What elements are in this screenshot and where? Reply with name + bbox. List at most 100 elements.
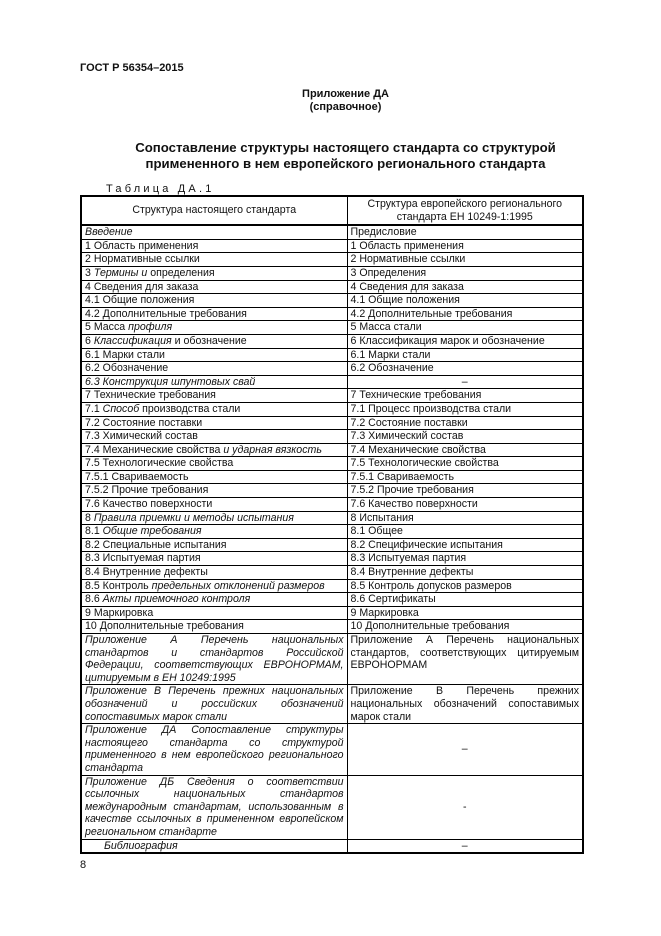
table-row: 4.1 Общие положения 4.1 Общие положения — [80, 293, 584, 308]
table-row: 7.4 Механические свойства и ударная вязк… — [80, 442, 584, 458]
italic-text: Термины и — [93, 266, 148, 279]
cell-text: 1 Область применения — [350, 239, 464, 252]
cell-text: 8 Испытания — [350, 511, 414, 524]
current-standard-cell: 6.2 Обозначение — [80, 361, 348, 376]
table-row: 4.2 Дополнительные требования 4.2 Дополни… — [80, 306, 584, 322]
current-standard-cell: 8.3 Испытуемая партия — [80, 551, 348, 567]
current-standard-cell: 5 Масса профиля — [80, 320, 348, 335]
cell-text: 8.3 Испытуемая партия — [85, 552, 201, 565]
italic-text: Классификация — [93, 334, 172, 347]
european-standard-cell: 1 Область применения — [346, 238, 584, 254]
table-row: 10 Дополнительные требования 10 Дополните… — [80, 619, 584, 634]
current-standard-cell: 7.4 Механические свойства и ударная вязк… — [80, 442, 348, 458]
page-number: 8 — [80, 859, 87, 871]
current-standard-cell: Приложение ДБ Сведения о соответствии сс… — [80, 774, 348, 840]
european-standard-cell: 5 Масса стали — [346, 320, 584, 335]
italic-text: профиля — [128, 321, 173, 334]
european-standard-cell: 9 Маркировка — [346, 605, 584, 621]
current-standard-cell: 1 Область применения — [80, 238, 348, 254]
cell-text: 4.1 Общие положения — [85, 294, 195, 307]
table-row: 4 Сведения для заказа 4 Сведения для зака… — [80, 279, 584, 295]
structure-comparison-table: Структура настоящего стандарта Структура… — [80, 195, 584, 855]
table-row: 5 Масса профиля 5 Масса стали — [80, 320, 584, 335]
table-row: 8.5 Контроль предельных отклонений разме… — [80, 578, 584, 594]
cell-text: 8.4 Внутренние дефекты — [85, 566, 208, 579]
european-standard-cell: 7.5.2 Прочие требования — [346, 483, 584, 499]
table-row: 7.5.1 Свариваемость 7.5.1 Свариваемость — [80, 469, 584, 485]
table-row: 7.2 Состояние поставки 7.2 Состояние пост… — [80, 415, 584, 431]
european-standard-cell: 8.5 Контроль допусков размеров — [346, 578, 584, 594]
current-standard-cell: 8.2 Специальные испытания — [80, 537, 348, 553]
cell-text: 6 Классификация марок и обозначение — [350, 334, 545, 347]
current-standard-cell: 8.5 Контроль предельных отклонений разме… — [80, 578, 348, 594]
cell-text: 2 Нормативные ссылки — [85, 253, 200, 266]
european-standard-cell: 8.2 Специфические испытания — [346, 537, 584, 553]
current-standard-cell: 10 Дополнительные требования — [80, 619, 348, 634]
current-standard-cell: 7.5.1 Свариваемость — [80, 469, 348, 485]
italic-text: Общие требования — [102, 525, 202, 538]
cell-text: 7.5.1 Свариваемость — [85, 470, 189, 483]
cell-text: 8.1 Общее — [350, 525, 403, 538]
cell-text: 7.6 Качество поверхности — [85, 498, 213, 511]
cell-text: 5 Масса стали — [350, 321, 422, 334]
table-row: 7.5.2 Прочие требования 7.5.2 Прочие треб… — [80, 483, 584, 499]
current-standard-cell: Приложение ДА Сопоставление структуры на… — [80, 723, 348, 776]
cell-text: 7.4 Механические свойства — [350, 443, 486, 456]
cell-text: 4.1 Общие положения — [350, 294, 460, 307]
cell-text: 6.1 Марки стали — [85, 348, 165, 361]
cell-text: 6 — [85, 334, 94, 347]
cell-text: Приложение В Перечень прежних национальн… — [350, 685, 580, 723]
cell-text: – — [461, 839, 468, 852]
cell-text: определения — [147, 266, 215, 279]
european-standard-cell: 7.1 Процесс производства стали — [346, 401, 584, 417]
table-row: Приложение А Перечень национальных станд… — [80, 632, 584, 686]
cell-text: 4.2 Дополнительные требования — [85, 307, 247, 320]
current-standard-cell: 8.6 Акты приемочного контроля — [80, 592, 348, 607]
current-standard-cell: 6 Классификация и обозначение — [80, 333, 348, 349]
european-standard-cell: 7.3 Химический состав — [346, 429, 584, 444]
cell-text: 4 Сведения для заказа — [350, 280, 464, 293]
annex-subtitle: (справочное) — [309, 101, 382, 113]
european-standard-cell: 8 Испытания — [346, 510, 584, 526]
cell-text: 8.5 Контроль допусков размеров — [350, 579, 512, 592]
cell-text: 3 Определения — [350, 266, 427, 279]
current-standard-cell: Библиография — [80, 838, 348, 854]
table-row: 8.2 Специальные испытания 8.2 Специфическ… — [80, 537, 584, 553]
european-standard-cell: – — [346, 723, 584, 776]
page-title: Сопоставление структуры настоящего станд… — [0, 140, 661, 172]
italic-text: Приложение А Перечень национальных станд… — [85, 634, 344, 684]
cell-text: 8.4 Внутренние дефекты — [350, 566, 474, 579]
table-row: Приложение ДБ Сведения о соответствии сс… — [80, 774, 584, 840]
table-row: 1 Область применения 1 Область применения — [80, 238, 584, 254]
italic-text: Приложение В Перечень прежних национальн… — [85, 685, 344, 723]
cell-text: 7 Технические требования — [85, 389, 216, 402]
table-row: 8 Правила приемки и методы испытания 8 Ис… — [80, 510, 584, 526]
cell-text: 7.5.2 Прочие требования — [350, 484, 474, 497]
cell-text: 7.3 Химический состав — [350, 430, 464, 443]
european-standard-cell: 4 Сведения для заказа — [346, 279, 584, 295]
current-standard-cell: 7 Технические требования — [80, 388, 348, 403]
italic-text: Приложение ДА Сопоставление структуры на… — [85, 724, 344, 774]
table-row: 7.6 Качество поверхности 7.6 Качество пов… — [80, 497, 584, 512]
cell-text: 7.5 Технологические свойства — [350, 457, 499, 470]
cell-text: Приложение А Перечень национальных станд… — [350, 634, 580, 672]
table-row: Введение Предисловие — [80, 224, 584, 240]
current-standard-cell: 6.3 Конструкция шпунтовых свай — [80, 374, 348, 390]
current-standard-cell: Введение — [80, 224, 348, 240]
cell-text: и обозначение — [171, 334, 247, 347]
current-standard-cell: 8 Правила приемки и методы испытания — [80, 510, 348, 526]
current-standard-cell: 4 Сведения для заказа — [80, 279, 348, 295]
cell-text: 7.5.1 Свариваемость — [350, 470, 455, 483]
cell-text: 7.2 Состояние поставки — [350, 416, 468, 429]
cell-text: производства стали — [139, 402, 241, 415]
european-standard-cell: 6.2 Обозначение — [346, 361, 584, 376]
cell-text: 9 Маркировка — [350, 606, 419, 619]
cell-text: 4.2 Дополнительные требования — [350, 307, 513, 320]
column-header: Структура настоящего стандарта — [80, 195, 348, 227]
current-standard-cell: 7.6 Качество поверхности — [80, 497, 348, 512]
cell-text: 1 Область применения — [85, 239, 199, 252]
table-caption: Таблица ДА.1 — [106, 183, 215, 195]
current-standard-cell: 7.5.2 Прочие требования — [80, 483, 348, 499]
european-standard-cell: 8.6 Сертификаты — [346, 592, 584, 607]
current-standard-cell: 8.4 Внутренние дефекты — [80, 565, 348, 580]
